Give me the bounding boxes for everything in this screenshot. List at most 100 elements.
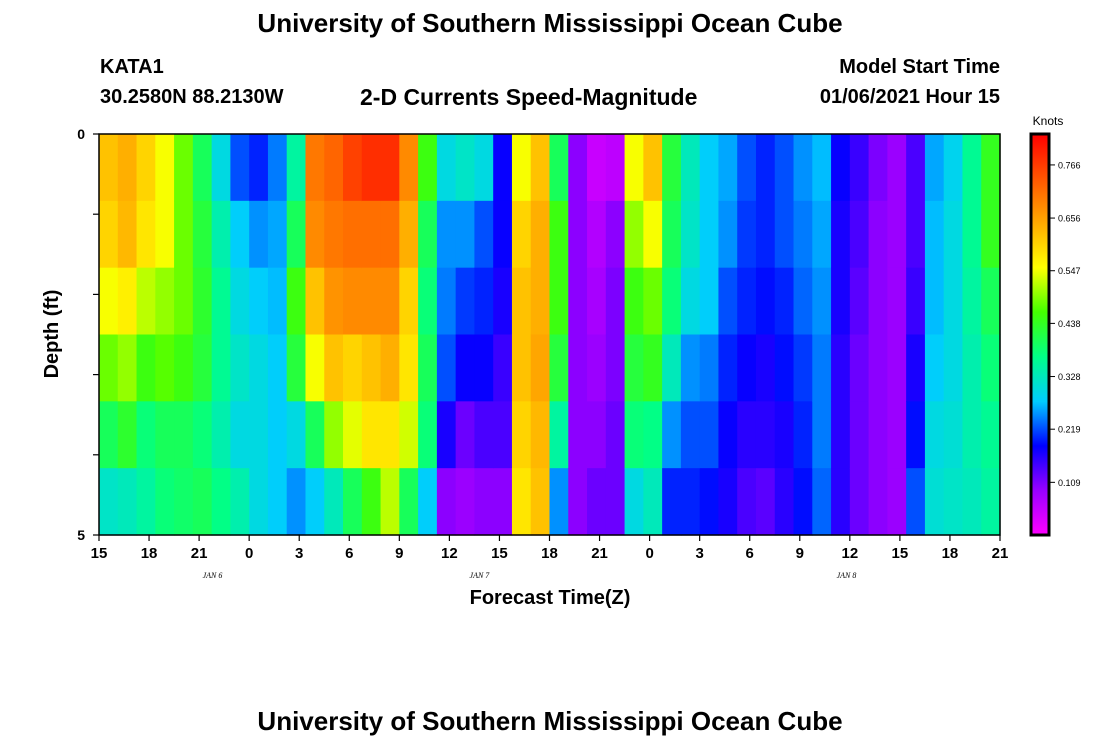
heatmap-cell [174,267,194,336]
date-label: JAN 6 [203,571,223,580]
heatmap-cell [924,334,945,402]
heatmap-cell [699,267,720,336]
heatmap-cell [812,401,832,469]
heatmap-cell [136,401,156,469]
heatmap-cell [192,334,213,402]
heatmap-cell [812,334,832,402]
heatmap-cell [718,200,738,269]
heatmap-cell [230,200,250,269]
heatmap-cell [906,334,926,402]
heatmap-cell [643,134,663,202]
heatmap-cell [793,468,813,536]
heatmap-cell [286,468,307,536]
model-start-label: Model Start Time [839,56,1000,78]
heatmap-cell [887,468,907,536]
heatmap-cell [436,468,457,536]
heatmap-cell [511,200,532,269]
heatmap-cell [849,267,870,336]
heatmap-cell [136,468,156,536]
heatmap-cell [99,200,119,269]
heatmap-cell [399,200,419,269]
heatmap-cell [324,267,344,336]
heatmap-cell [399,334,419,402]
heatmap-cell [511,134,532,202]
heatmap-cell [286,134,307,202]
heatmap-cell [699,401,720,469]
heatmap-cell [305,401,325,469]
heatmap-cell [962,401,982,469]
heatmap-cell [924,267,945,336]
heatmap-cell [605,134,626,202]
heatmap-cell [99,401,119,469]
x-tick-label: 21 [992,545,1009,562]
x-tick-label: 21 [591,545,608,562]
heatmap-cell [643,401,663,469]
heatmap-cell [737,401,757,469]
heatmap-cell [455,134,476,202]
heatmap-cell [511,267,532,336]
heatmap-cell [305,200,325,269]
heatmap-cell [662,401,682,469]
heatmap-cell [136,200,156,269]
heatmap-cell [117,267,138,336]
heatmap-cell [192,200,213,269]
heatmap-cell [380,468,400,536]
heatmap-cell [117,468,138,536]
heatmap-cell [530,334,551,402]
heatmap-cell [868,334,888,402]
heatmap-cell [493,468,513,536]
heatmap-cells [99,134,1001,536]
heatmap-cell [924,134,945,202]
station-id: KATA1 [100,56,164,78]
heatmap-cell [174,468,194,536]
heatmap-cell [831,267,851,336]
heatmap-cell [530,134,551,202]
colorbar-tick-label: 0.438 [1058,319,1081,329]
heatmap-cell [380,267,400,336]
heatmap-cell [249,334,269,402]
station-coordinates: 30.2580N 88.2130W [100,86,284,108]
heatmap-cell [887,401,907,469]
heatmap-cell [136,134,156,202]
heatmap-cell [568,200,588,269]
heatmap-cell [680,134,701,202]
heatmap-cell [286,267,307,336]
heatmap-cell [305,134,325,202]
heatmap-cell [436,200,457,269]
heatmap-cell [793,401,813,469]
heatmap-cell [774,468,795,536]
heatmap-cell [680,267,701,336]
heatmap-cell [831,401,851,469]
heatmap-cell [418,267,438,336]
heatmap-cell [831,134,851,202]
heatmap-cell [399,401,419,469]
heatmap-cell [155,200,175,269]
colorbar-tick-label: 0.328 [1058,372,1081,382]
heatmap-cell [868,468,888,536]
heatmap-cell [324,401,344,469]
heatmap-cell [755,267,776,336]
heatmap-cell [568,267,588,336]
heatmap-cell [737,468,757,536]
heatmap-cell [117,334,138,402]
heatmap-cell [174,200,194,269]
heatmap-cell [755,200,776,269]
heatmap-cell [549,334,569,402]
heatmap-cell [155,267,175,336]
heatmap-cell [831,200,851,269]
heatmap-cell [136,267,156,336]
heatmap-cell [662,267,682,336]
heatmap-cell [436,267,457,336]
heatmap-cell [906,267,926,336]
date-label: JAN 8 [837,571,857,580]
heatmap-cell [831,468,851,536]
x-tick-label: 9 [796,545,804,562]
heatmap-cell [192,267,213,336]
colorbar-gradient [1029,132,1051,537]
heatmap-cell [174,334,194,402]
heatmap-cell [587,267,607,336]
colorbar-tick-label: 0.547 [1058,266,1081,276]
heatmap-cell [849,468,870,536]
heatmap-cell [624,200,644,269]
heatmap-cell [549,134,569,202]
